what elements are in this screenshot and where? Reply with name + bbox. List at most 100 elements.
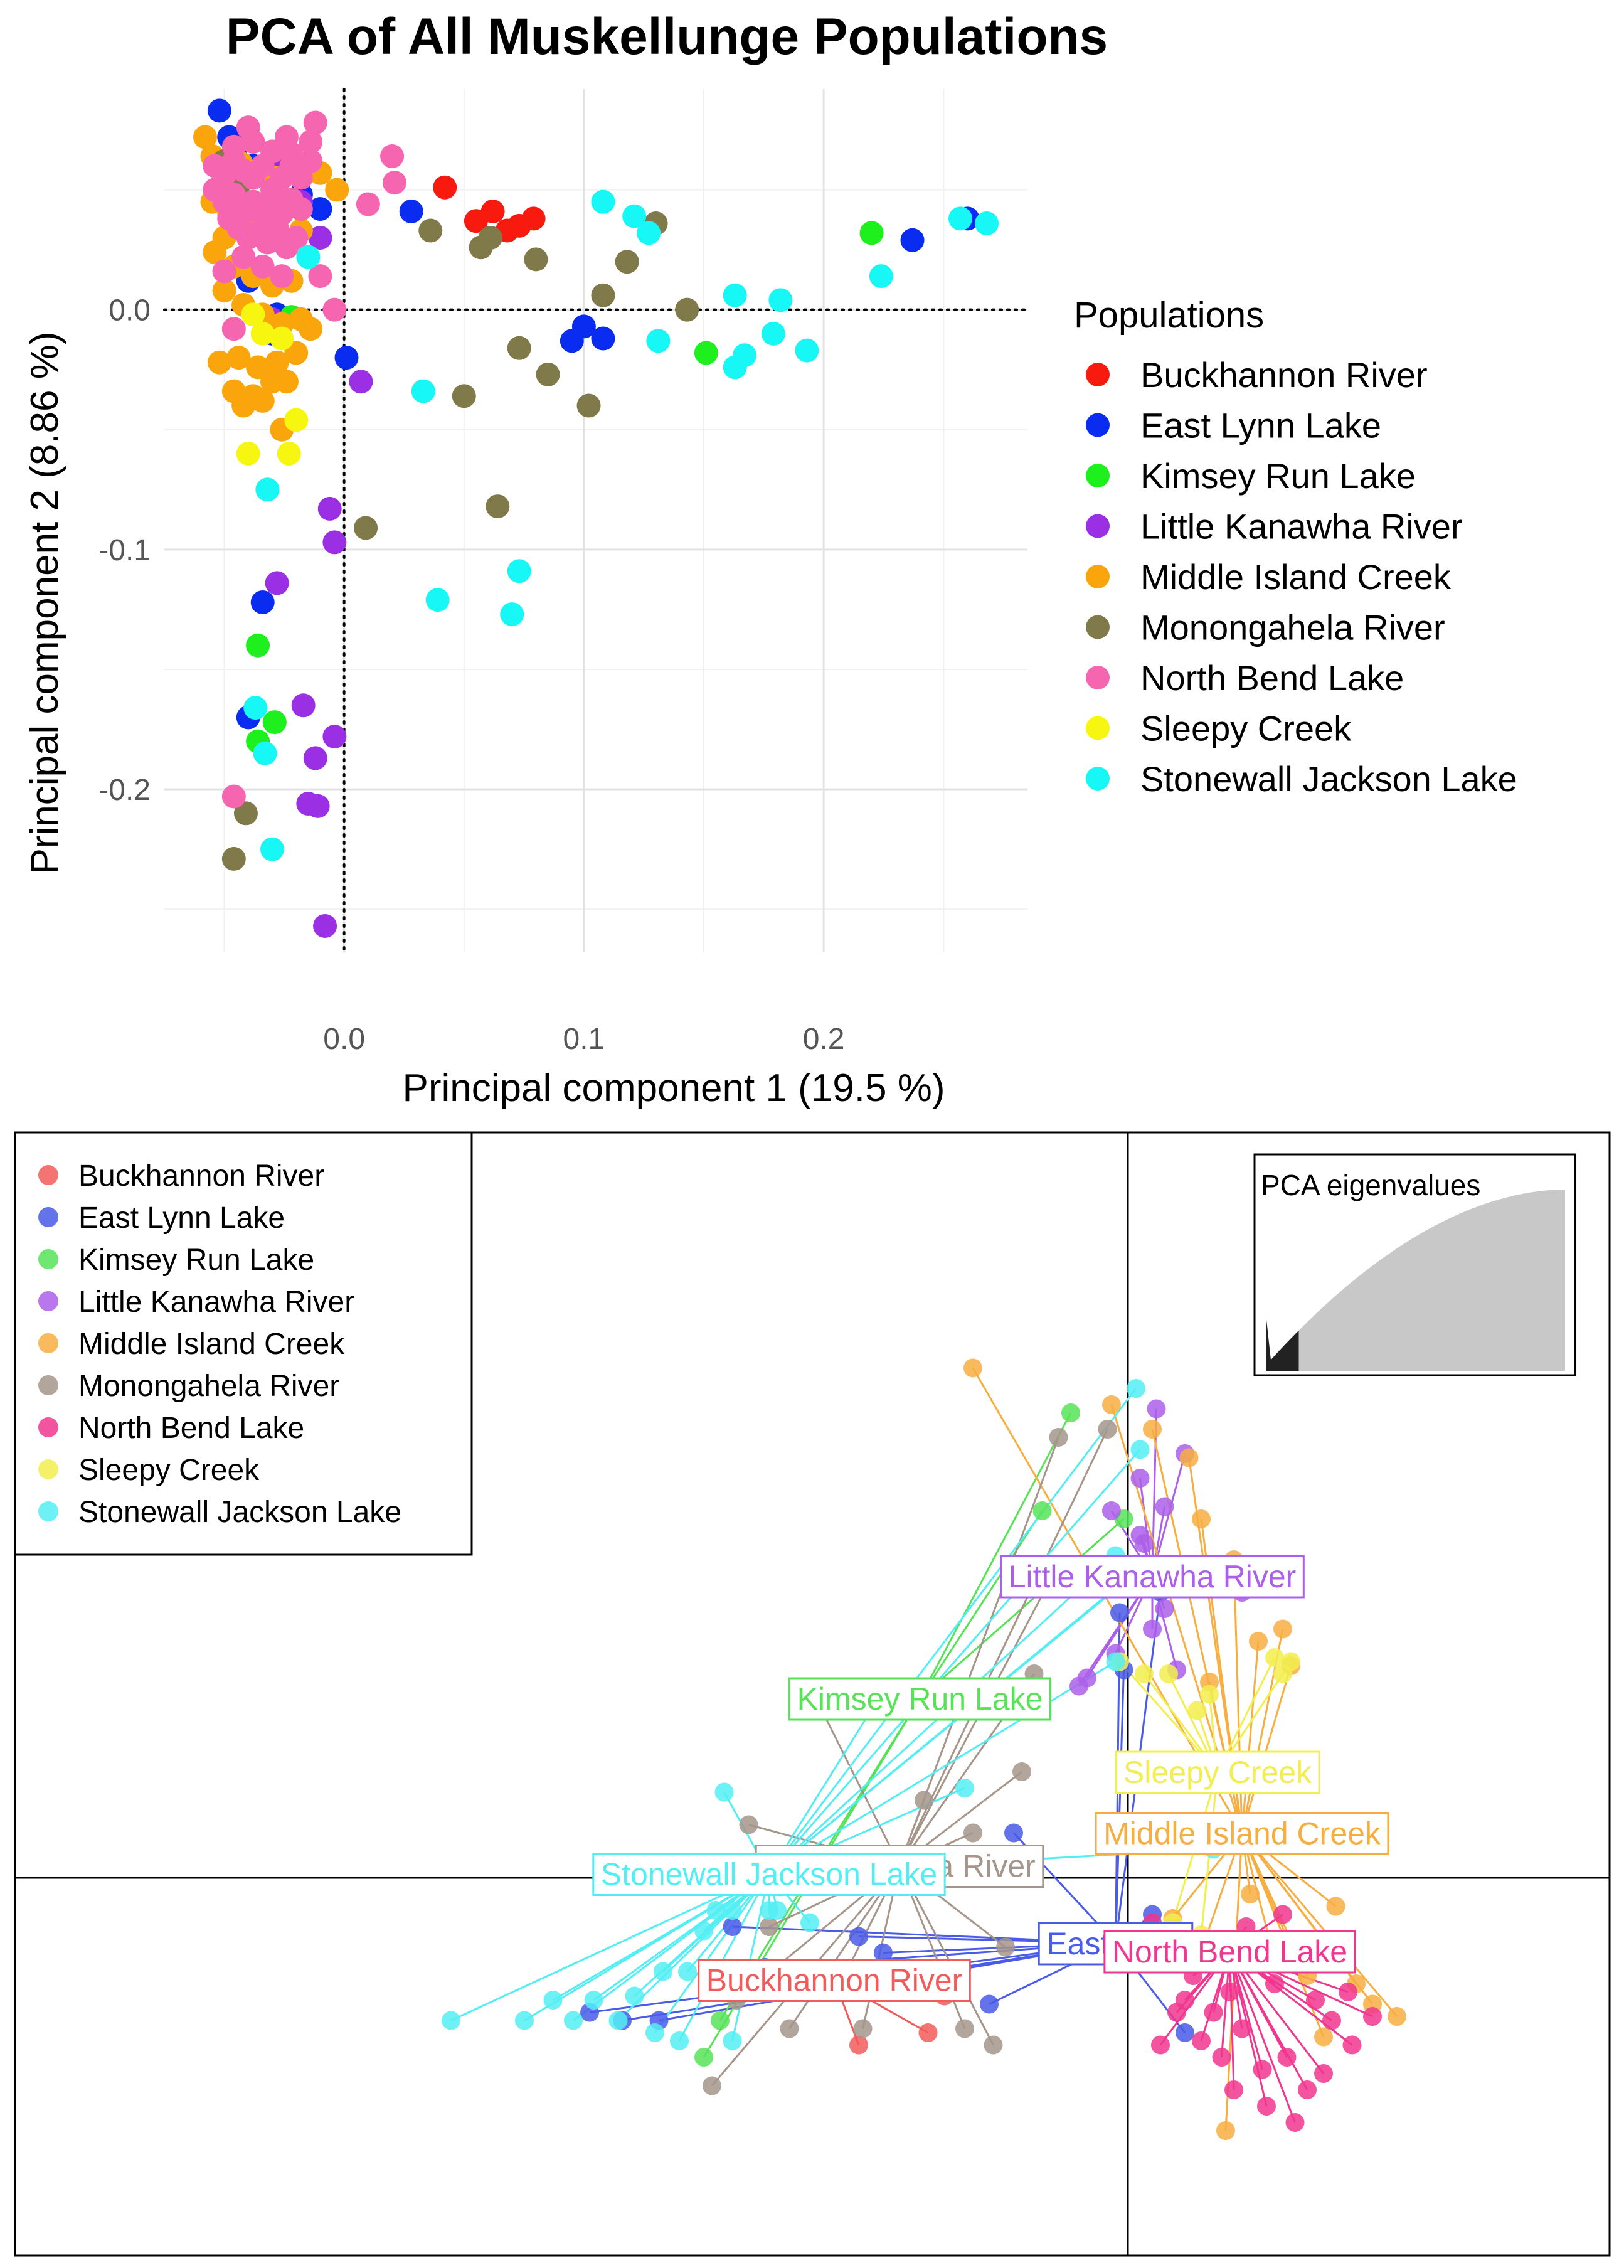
chart2-point [694,2048,713,2067]
chart2-point [625,1986,644,2006]
chart2-label-north-bend-lake: North Bend Lake [1103,1930,1356,1974]
chart2-point [1265,1974,1284,1993]
chart2-legend-marker [38,1249,58,1269]
chart1-point [382,171,406,195]
chart1-legend-marker [1086,464,1110,487]
chart1-point [356,192,380,216]
chart2-point [1388,2007,1406,2026]
chart1-point [289,197,313,221]
chart1-point [637,221,661,245]
chart1-legend-label: Middle Island Creek [1140,557,1452,597]
chart1-point [270,326,294,351]
chart1-point [299,317,323,341]
chart2-point [1282,1652,1300,1671]
chart2-point [768,1901,787,1920]
chart2-legend-marker [38,1459,58,1479]
chart1-point [277,441,301,466]
chart2-point [1298,2080,1317,2099]
chart2-point [1147,1399,1166,1419]
chart1-point [274,125,299,149]
chart1-y-tick-label: -0.2 [98,774,151,807]
eigenvalue-area [1266,1190,1565,1371]
chart1-point [221,846,246,871]
chart2-point [1151,2035,1170,2055]
chart2-point [1322,2011,1341,2030]
chart1-point [500,602,524,627]
chart2-label-middle-island-creek: Middle Island Creek [1095,1812,1389,1855]
chart2-legend-label: Stonewall Jackson Lake [78,1496,401,1529]
chart2-point [1130,1469,1150,1488]
chart2-point [1306,1991,1325,2010]
chart1-point [299,130,323,154]
chart2-legend-marker [38,1333,58,1353]
chart1-point [313,913,337,938]
chart1-point [221,784,246,809]
chart2-legend-marker [38,1207,58,1227]
chart2-point [1253,2060,1272,2079]
chart1-legend-title: Populations [1074,295,1264,336]
chart1-point [521,206,546,231]
chart1-point [250,388,275,413]
chart2-label-text: Middle Island Creek [1103,1816,1381,1851]
chart2-label-box [592,1853,946,1896]
chart2-point [1241,1885,1260,1903]
chart2-frame [14,1131,1611,2257]
chart2-point [1106,1652,1125,1671]
chart2-label-buckhannon-river: Buckhannon River [698,1959,971,2002]
chart2-point [1143,1619,1162,1639]
chart1-series-north-bend-lake [203,110,406,809]
chart1-point [221,183,246,207]
chart1-point [299,149,323,173]
chart2-point [800,1913,819,1932]
chart1-point [411,379,435,403]
chart2-link-line [1229,1951,1235,2090]
chart2-point [1220,1983,1239,2001]
chart1-point [212,259,236,284]
chart2-point [1135,1664,1154,1683]
chart2-point [1277,2048,1297,2067]
chart1-point [576,393,601,418]
chart1-point [236,441,260,466]
chart2-point [1098,1420,1117,1439]
chart1-point [221,317,246,341]
chart2-point [955,2019,974,2038]
chart2-point [1179,1448,1199,1467]
chart2-point [739,1815,758,1834]
chart1-point [591,189,615,214]
chart2-legend-label: Buckhannon River [78,1159,324,1193]
chart1-point [305,794,330,818]
chart2-label-little-kanawha-river: Little Kanawha River [1000,1555,1305,1599]
chart1-point [265,350,289,375]
chart2-point [1273,1619,1292,1639]
chart2-point [1200,1685,1219,1704]
chart1-point [349,370,373,394]
chart1-point [732,343,756,368]
chart1-point [274,370,299,394]
chart2-point [1004,1823,1023,1843]
chart2-point [678,1962,697,1981]
chart1-point [948,206,972,231]
chart1-title: PCA of All Muskellunge Populations [226,8,1108,65]
chart2-point [515,2011,534,2030]
chart2-legend-marker [38,1165,58,1185]
chart2-link-line [768,1661,1117,1875]
chart2-point [1314,2027,1333,2047]
chart1-point [452,384,476,408]
chart2-link-line [919,1412,1072,1699]
chart2-point [874,1943,893,1962]
chart2-point [1224,2080,1243,2099]
chart1-point [226,346,251,370]
chart1-point [207,350,231,375]
chart2-point [1049,1428,1068,1447]
chart2-point [723,1917,742,1936]
chart2-point [645,2023,664,2042]
chart2-legend-box [14,1131,473,1556]
chart1-point [284,408,309,432]
chart1-legend-marker [1086,716,1110,740]
chart2-point [1102,1395,1121,1414]
chart1-point [250,254,275,279]
chart2-point [1130,1440,1150,1459]
chart2-point [849,1927,868,1946]
chart1-legend-label: Kimsey Run Lake [1140,456,1416,496]
